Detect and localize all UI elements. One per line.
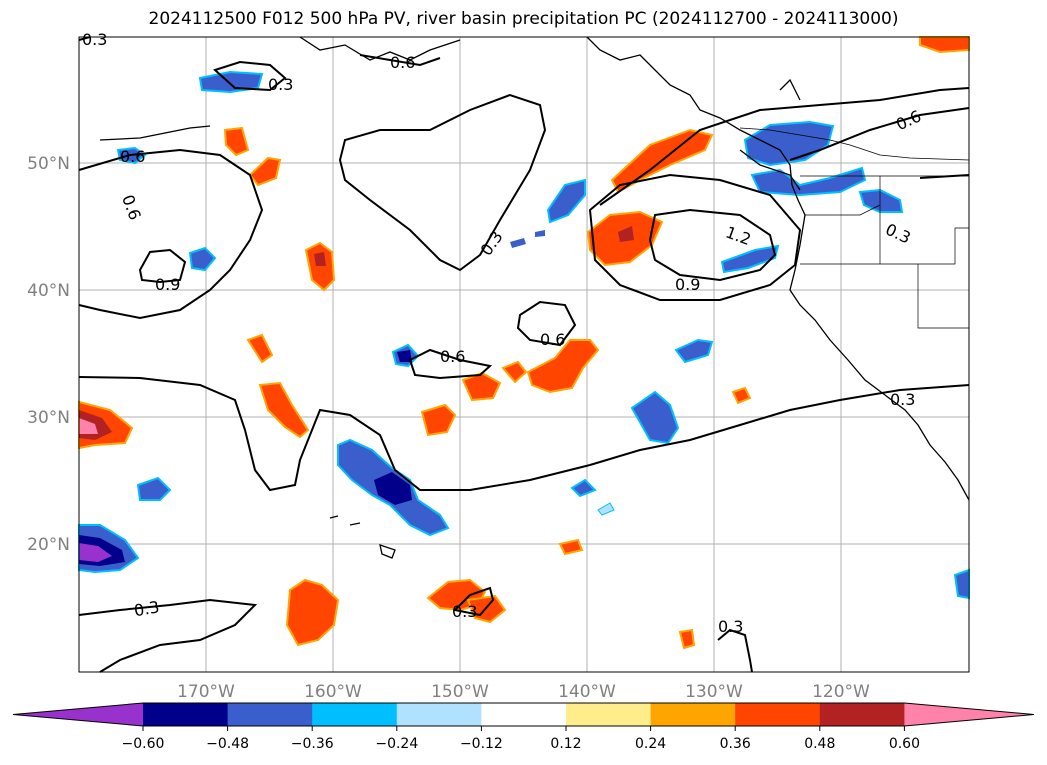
- svg-text:0.3: 0.3: [452, 602, 477, 621]
- lon-label-170w: 170°W: [177, 682, 235, 702]
- latitude-labels: 50°N 40°N 30°N 20°N: [27, 154, 70, 555]
- colorbar-tick-label: −0.12: [460, 736, 503, 752]
- colorbar-tick-label: 0.12: [550, 736, 581, 752]
- colorbar-tick-label: 0.48: [804, 736, 835, 752]
- lat-label-50n: 50°N: [27, 154, 70, 174]
- svg-text:0.3: 0.3: [268, 75, 293, 94]
- negative-precip-patches: [78, 70, 970, 600]
- colorbar-tick-label: 0.36: [720, 736, 751, 752]
- colorbar-tick-label: −0.48: [206, 736, 249, 752]
- svg-text:0.3: 0.3: [890, 390, 915, 409]
- svg-text:0.6: 0.6: [440, 347, 465, 366]
- colorbar-cell: [566, 703, 652, 726]
- lon-label-120w: 120°W: [812, 682, 870, 702]
- lon-label-160w: 160°W: [304, 682, 362, 702]
- lat-label-20n: 20°N: [27, 535, 70, 555]
- svg-text:0.3: 0.3: [82, 30, 107, 49]
- contour-labels: 0.3 0.6 0.3 0.6 0.6 0.9 0.3 1.2 0.9 0.6 …: [82, 30, 924, 636]
- lat-label-40n: 40°N: [27, 281, 70, 301]
- colorbar-cell: [396, 703, 482, 726]
- colorbar-tick-label: 0.60: [889, 736, 920, 752]
- svg-text:0.6: 0.6: [120, 147, 145, 166]
- colorbar: −0.60 −0.48 −0.36 −0.24 −0.12 0.12 0.24 0.36 0.4…: [12, 702, 1035, 752]
- colorbar-tick-label: −0.36: [291, 736, 334, 752]
- lon-label-140w: 140°W: [558, 682, 616, 702]
- colorbar-cell: [819, 703, 905, 726]
- colorbar-tick-label: −0.24: [375, 736, 418, 752]
- colorbar-cell: [143, 703, 229, 726]
- map-frame: [78, 36, 970, 673]
- colorbar-cell: [312, 703, 398, 726]
- colorbar-cell: [735, 703, 821, 726]
- map-background: [79, 37, 969, 672]
- svg-text:0.3: 0.3: [718, 617, 743, 636]
- colorbar-extension-low: [13, 703, 143, 726]
- longitude-labels: 170°W 160°W 150°W 140°W 130°W 120°W: [177, 682, 870, 702]
- colorbar-cell: [227, 703, 313, 726]
- svg-text:0.6: 0.6: [390, 53, 415, 72]
- lon-label-150w: 150°W: [431, 682, 489, 702]
- colorbar-cell: [481, 703, 567, 726]
- lon-label-130w: 130°W: [685, 682, 743, 702]
- lat-label-30n: 30°N: [27, 408, 70, 428]
- svg-text:0.9: 0.9: [155, 275, 180, 294]
- figure-title: 2024112500 F012 500 hPa PV, river basin …: [148, 9, 899, 29]
- colorbar-tick-label: −0.60: [122, 736, 165, 752]
- colorbar-tick-label: 0.24: [635, 736, 666, 752]
- colorbar-cell: [650, 703, 736, 726]
- svg-text:0.3: 0.3: [132, 597, 160, 620]
- svg-text:0.6: 0.6: [540, 330, 565, 349]
- colorbar-extension-high: [904, 703, 1034, 726]
- svg-text:0.9: 0.9: [675, 275, 700, 294]
- pv-contours: [78, 36, 970, 673]
